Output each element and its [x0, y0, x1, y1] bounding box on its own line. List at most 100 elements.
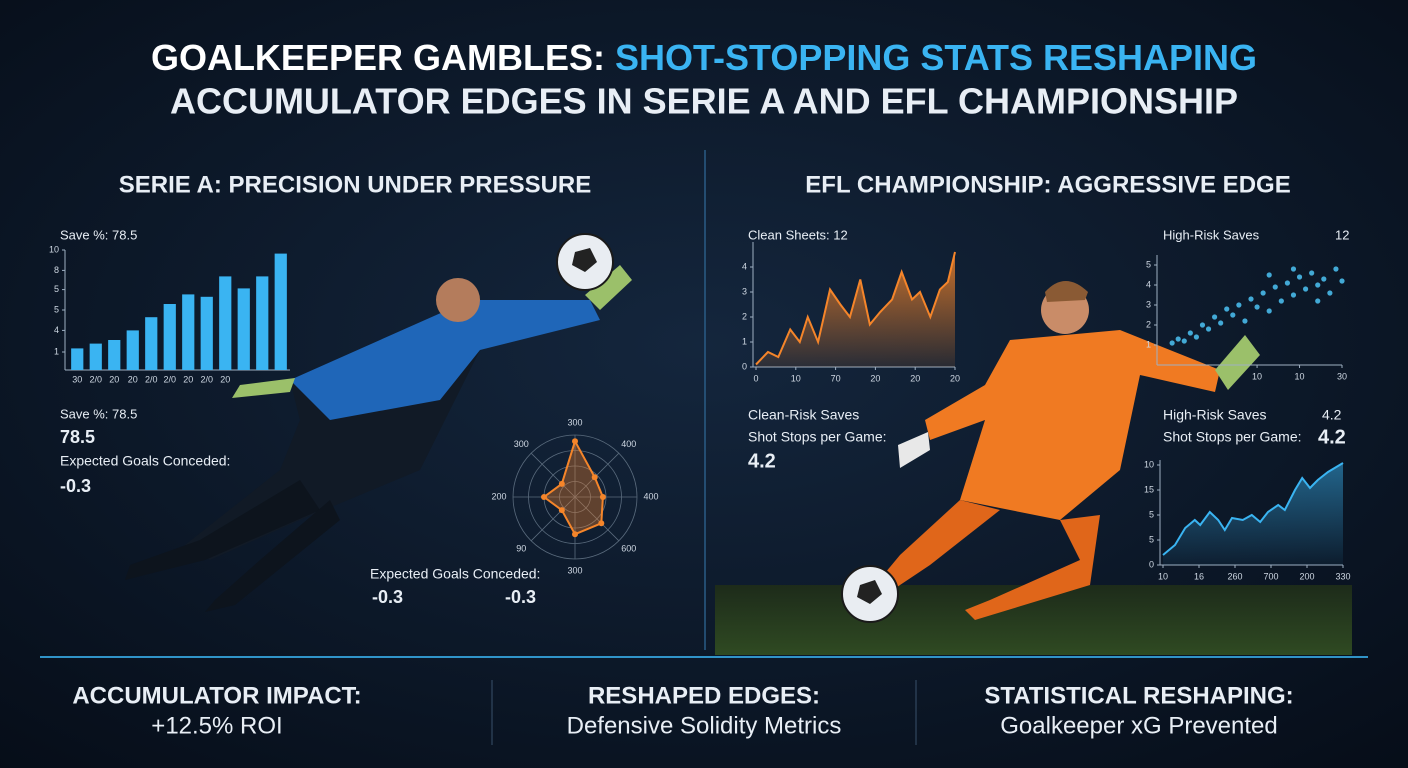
scatter-point: [1175, 336, 1181, 342]
chart-title: Save %: 78.5: [60, 227, 137, 242]
radar-spoke: [530, 452, 576, 498]
scatter-point: [1303, 286, 1309, 292]
x-tick-label: 10: [791, 373, 801, 383]
bar: [108, 340, 121, 370]
scatter-point: [1199, 322, 1206, 328]
line: [1162, 462, 1344, 556]
scatter-point: [1218, 320, 1224, 326]
stat-label: Shot Stops per Game:: [748, 429, 887, 445]
radar-axis-label: 300: [514, 439, 529, 449]
scatter-point: [1181, 338, 1187, 344]
stat-label: High-Risk Saves: [1163, 407, 1266, 423]
x-tick-label: 10: [1252, 371, 1262, 381]
bar: [256, 276, 269, 370]
x-tick-label: 20: [910, 373, 920, 383]
scatter-point: [1272, 284, 1278, 290]
chart-title: Clean Sheets: 12: [748, 227, 848, 242]
bar: [126, 330, 139, 370]
x-tick-label: 700: [1263, 571, 1278, 581]
scatter-point: [1321, 276, 1327, 282]
y-tick-label: 0: [1149, 559, 1154, 569]
x-tick-label: 20: [870, 373, 880, 383]
scatter-point: [1193, 334, 1199, 340]
y-tick-label: 4: [742, 261, 747, 271]
footer-value: +12.5% ROI: [151, 712, 282, 739]
bar: [219, 276, 232, 370]
scatter-point: [1224, 306, 1230, 312]
scatter-point: [1333, 266, 1339, 272]
chart-title: High-Risk Saves: [1163, 227, 1260, 242]
y-tick-label: 5: [54, 284, 59, 294]
radar-spoke: [574, 452, 620, 498]
serie-a-goalkeeper: [125, 233, 632, 612]
scatter-point: [1230, 312, 1236, 318]
x-tick-label: 10: [1295, 371, 1305, 381]
y-tick-label: 3: [742, 286, 747, 296]
scatter-point: [1266, 272, 1272, 278]
footer-label: RESHAPED EDGES:: [588, 682, 820, 709]
y-tick-label: 1: [742, 336, 747, 346]
scatter-point: [1248, 296, 1254, 302]
y-tick-label: 4: [1146, 279, 1151, 289]
footer-value: Defensive Solidity Metrics: [567, 712, 842, 739]
scatter-point: [1290, 292, 1297, 298]
title-part-2: SHOT-STOPPING STATS RESHAPING: [615, 37, 1257, 78]
x-tick-label: 2/0: [89, 374, 102, 384]
scatter-point: [1309, 270, 1315, 276]
scatter-point: [1315, 282, 1321, 288]
radar-point: [541, 494, 547, 500]
area-fill: [756, 252, 955, 367]
stat-label: Save %: 78.5: [60, 406, 137, 421]
title-line-2: ACCUMULATOR EDGES IN SERIE A AND EFL CHA…: [170, 81, 1238, 122]
scatter-point: [1169, 340, 1175, 346]
x-tick-label: 260: [1227, 571, 1242, 581]
scatter-point: [1187, 330, 1193, 336]
scatter-point: [1212, 314, 1218, 320]
radar-axis-label: 600: [621, 544, 636, 554]
line-fill: [1163, 463, 1343, 565]
y-tick-label: 3: [1146, 299, 1151, 309]
x-tick-label: 0: [753, 373, 758, 383]
x-tick-label: 20: [109, 374, 119, 384]
scatter-point: [1290, 266, 1297, 272]
scatter-point: [1327, 290, 1333, 296]
y-tick-label: 8: [54, 265, 59, 275]
radar-spoke: [574, 496, 620, 542]
bar: [274, 253, 287, 370]
title-line-1: GOALKEEPER GAMBLES: SHOT-STOPPING STATS …: [151, 37, 1257, 78]
panel-heading: SERIE A: PRECISION UNDER PRESSURE: [119, 171, 592, 198]
bar: [163, 304, 176, 370]
scatter-point: [1284, 280, 1290, 286]
y-tick-label: 4: [54, 325, 59, 335]
radar-point: [599, 494, 606, 500]
bar: [145, 317, 158, 370]
y-tick-label: 5: [54, 304, 59, 314]
scatter-point: [1205, 326, 1212, 332]
y-tick-label: 5: [1149, 534, 1154, 544]
stat-value: -0.3: [60, 476, 91, 496]
y-tick-label: 15: [1144, 484, 1154, 494]
bar: [71, 348, 84, 370]
x-tick-label: 20: [950, 373, 960, 383]
radar-value: -0.3: [372, 587, 403, 607]
scatter-point: [1254, 304, 1260, 310]
x-tick-label: 70: [831, 373, 841, 383]
stat-label: Clean-Risk Saves: [748, 407, 859, 423]
x-tick-label: 2/0: [145, 374, 158, 384]
x-tick-label: 16: [1194, 571, 1204, 581]
x-tick-label: 20: [220, 374, 230, 384]
stat-value: 4.2: [748, 450, 776, 472]
panel-heading: EFL CHAMPIONSHIP: AGGRESSIVE EDGE: [805, 171, 1290, 198]
bar: [237, 288, 250, 370]
y-tick-label: 2: [1146, 319, 1151, 329]
area-line: [755, 251, 956, 366]
scatter-point: [1278, 298, 1284, 304]
efl-goalkeeper: [841, 281, 1260, 623]
stat-value: 78.5: [60, 427, 95, 447]
scatter-point: [1339, 278, 1345, 284]
y-tick-label: 2: [742, 311, 747, 321]
y-tick-label: 5: [1149, 509, 1154, 519]
title-part-1: GOALKEEPER GAMBLES:: [151, 37, 605, 78]
x-tick-label: 20: [128, 374, 138, 384]
